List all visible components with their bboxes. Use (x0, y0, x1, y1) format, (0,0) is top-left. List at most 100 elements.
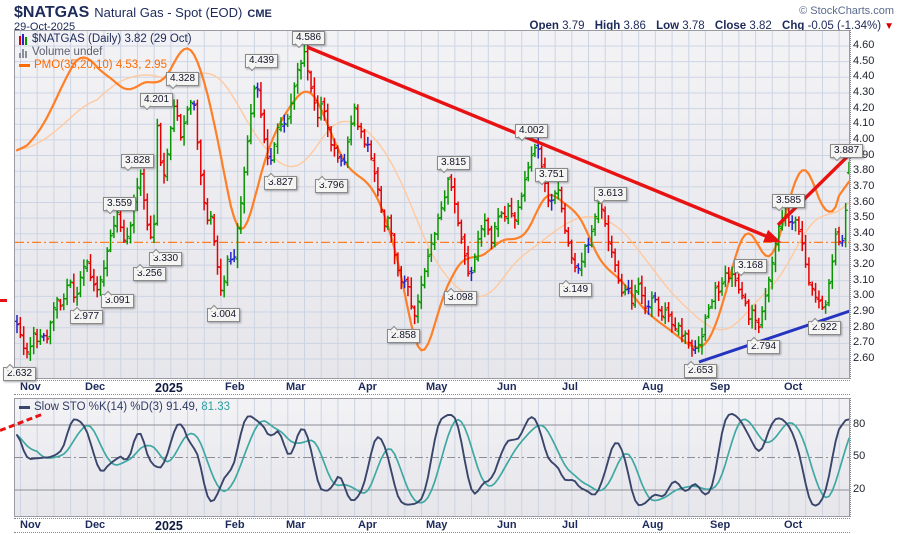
price-callout-label: 3.330 (149, 248, 183, 266)
legend-pmo-text: PMO(35,20,10) 4.53, 2.95 (34, 59, 167, 71)
callout-pointer (5, 363, 15, 373)
chart-title: $NATGAS Natural Gas - Spot (EOD) CME (14, 4, 272, 22)
price-month-label: Oct (784, 381, 803, 393)
price-callout-label: 3.256 (133, 263, 167, 281)
price-callout-label: 4.586 (292, 31, 326, 49)
price-y-axis-label: 2.80 (853, 320, 875, 333)
sto-axis-ticks (850, 398, 851, 517)
price-axis-ticks (850, 30, 851, 379)
pmo-line-icon (19, 64, 30, 67)
price-month-label: Apr (358, 381, 377, 393)
legend-symbol-row: $NATGAS (Daily) 3.82 (29 Oct) (19, 33, 192, 46)
sto-y-axis-label: 20 (853, 482, 866, 495)
price-y-axis-label: 4.40 (853, 70, 875, 83)
price-month-label: Dec (85, 381, 106, 393)
legend-volume-text: Volume undef (32, 46, 103, 58)
red-dashed-annotation-stub (0, 299, 7, 302)
red-arrowhead (763, 229, 782, 243)
price-y-axis-label: 3.30 (853, 242, 875, 255)
sto-month-label: Dec (85, 519, 106, 531)
sto-y-axis-label: 80 (853, 418, 866, 430)
high-value: 3.86 (623, 20, 646, 32)
price-y-axis-label: 4.10 (853, 117, 875, 130)
price-y-axis-label: 3.00 (853, 289, 875, 302)
price-y-axis-label: 4.00 (853, 132, 875, 145)
sto-month-label: Mar (286, 519, 306, 531)
price-month-label: 2025 (155, 381, 183, 395)
open-value: 3.79 (562, 20, 585, 32)
legend-volume-row: Volume undef (19, 46, 192, 59)
price-month-label: Aug (642, 381, 664, 393)
high-label: High (594, 20, 621, 32)
price-y-axis-label: 4.60 (853, 39, 875, 51)
price-gridlines (15, 31, 849, 378)
open-label: Open (529, 20, 559, 32)
symbol-description: Natural Gas - Spot (EOD) (94, 5, 243, 20)
sto-k-value: 91.49, (166, 401, 199, 413)
sto-month-label: Jul (562, 519, 578, 531)
low-label: Low (656, 20, 680, 32)
pmo-line (15, 47, 849, 352)
low-value: 3.78 (682, 20, 705, 32)
price-callout-label: 4.201 (140, 93, 174, 111)
volume-histogram-icon (19, 48, 28, 58)
price-callout-label: 3.149 (559, 279, 593, 297)
price-y-axis-label: 3.70 (853, 179, 875, 192)
support-trendline (698, 309, 849, 364)
sto-month-label: Apr (358, 519, 377, 531)
price-y-axis-label: 3.80 (853, 164, 875, 177)
price-callout-label: 3.815 (437, 156, 471, 174)
price-y-axis-label: 2.60 (853, 352, 875, 364)
price-callout-label: 3.827 (264, 172, 298, 190)
stochastic-chart-canvas (15, 399, 849, 516)
close-label: Close (714, 20, 747, 32)
price-panel: $NATGAS (Daily) 3.82 (29 Oct) Volume und… (14, 30, 850, 379)
close-value: 3.82 (749, 20, 772, 32)
down-triangle-icon: ▼ (884, 21, 894, 32)
ohlc-quote-readout: Open 3.79 High 3.86 Low 3.78 Close 3.82 … (523, 20, 894, 32)
price-callout-label: 3.613 (594, 187, 628, 205)
price-y-axis-label: 4.30 (853, 85, 875, 98)
price-month-label: Nov (20, 381, 41, 393)
price-legend: $NATGAS (Daily) 3.82 (29 Oct) Volume und… (19, 33, 192, 72)
price-month-label: Jun (497, 381, 517, 393)
price-y-axis-label: 2.90 (853, 305, 875, 318)
price-month-label: Jul (562, 381, 578, 393)
legend-sto-text: Slow STO %K(14) %D(3) (34, 401, 163, 413)
price-callout-label: 3.091 (101, 290, 135, 308)
stochastic-panel: Slow STO %K(14) %D(3) 91.49, 81.33 (14, 398, 850, 517)
sto-percent-k-line (16, 412, 849, 507)
price-callout-label: 3.585 (772, 194, 806, 212)
price-y-axis-label: 3.40 (853, 226, 875, 239)
price-month-label: Sep (710, 381, 731, 393)
price-y-axis-label: 3.10 (853, 273, 875, 286)
axis-tick-strip (14, 531, 850, 533)
price-y-axis-label: 4.20 (853, 101, 875, 114)
price-callout-label: 2.858 (387, 325, 421, 343)
price-callout-label: 3.559 (103, 197, 137, 215)
sto-month-label: Jun (497, 519, 517, 531)
price-month-label: May (426, 381, 448, 393)
axis-tick-strip (14, 379, 850, 381)
price-chart-canvas (15, 31, 849, 378)
pmo-signal-line (16, 72, 849, 331)
exchange-label: CME (247, 8, 272, 20)
price-callout-label: 3.796 (315, 175, 349, 193)
price-callout-label: 2.653 (684, 360, 718, 378)
sto-month-label: Sep (710, 519, 731, 531)
legend-sto-row: Slow STO %K(14) %D(3) 91.49, 81.33 (19, 401, 230, 414)
chg-value: -0.05 (-1.34%) (807, 20, 882, 32)
price-y-axis-label: 3.50 (853, 211, 875, 224)
price-callout-label: 2.632 (3, 363, 37, 381)
stockcharts-copyright-link[interactable]: © StockCharts.com (799, 5, 894, 17)
price-callout-label: 2.922 (808, 317, 842, 335)
price-callout-label: 2.977 (70, 306, 104, 324)
price-callout-label: 4.328 (166, 72, 200, 90)
sto-month-label: 2025 (155, 519, 183, 533)
sto-d-value: 81.33 (201, 401, 231, 413)
price-y-axis-label: 2.70 (853, 336, 875, 349)
legend-pmo-row: PMO(35,20,10) 4.53, 2.95 (19, 59, 192, 72)
price-y-axis-label: 4.50 (853, 54, 875, 67)
sto-month-label: Nov (20, 519, 41, 531)
price-callout-label: 3.828 (121, 154, 155, 172)
